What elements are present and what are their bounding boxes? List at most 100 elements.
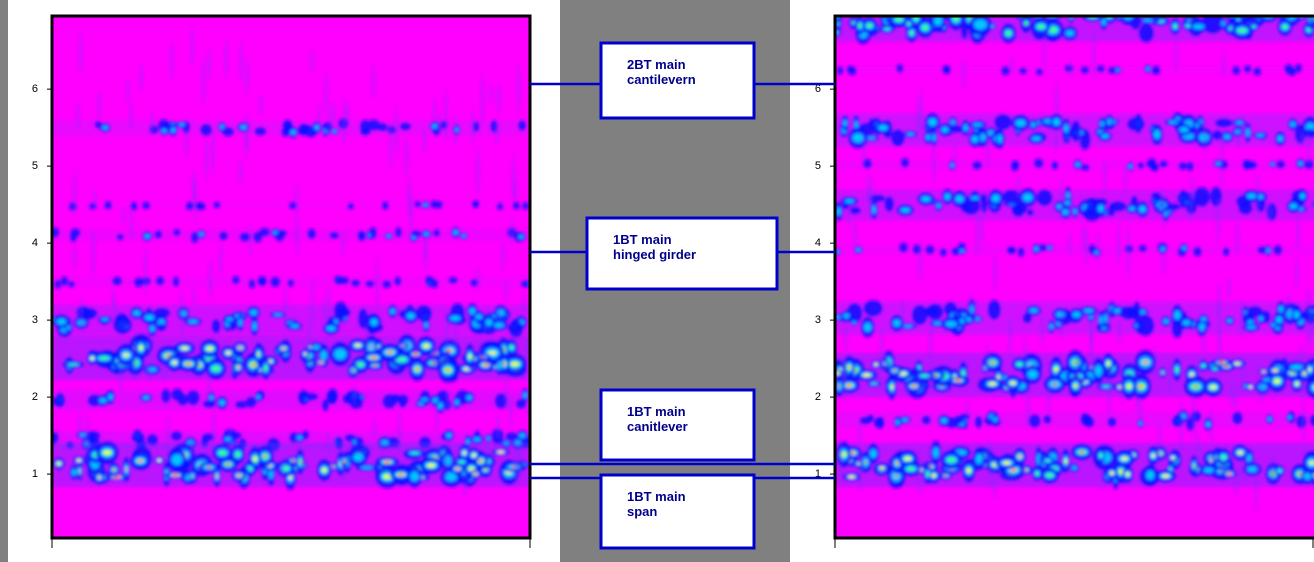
blob	[250, 310, 258, 315]
blob	[288, 279, 294, 286]
blob	[156, 277, 164, 285]
streak	[346, 103, 349, 126]
blob	[424, 322, 428, 328]
blob	[79, 470, 81, 472]
blob	[306, 127, 316, 137]
streak	[445, 310, 448, 359]
streak	[398, 411, 401, 455]
streak	[219, 244, 222, 277]
blob	[284, 122, 292, 133]
blob	[173, 474, 179, 476]
streak	[1060, 306, 1063, 338]
blob	[304, 352, 307, 355]
streak	[1239, 458, 1242, 483]
streak	[1180, 401, 1183, 450]
streak	[1068, 233, 1071, 255]
blob	[1201, 364, 1205, 367]
streak	[986, 343, 989, 385]
streak	[1302, 379, 1305, 403]
blob	[1139, 422, 1143, 425]
blob	[847, 384, 852, 386]
blob	[852, 133, 863, 142]
streak	[1139, 396, 1142, 419]
blob	[171, 431, 182, 440]
blob	[206, 466, 211, 468]
blob	[449, 277, 458, 283]
blob	[172, 361, 178, 364]
y-tick-label: 5	[32, 160, 38, 172]
blob	[72, 469, 77, 476]
blob	[199, 232, 204, 236]
streak	[1162, 250, 1165, 274]
blob	[235, 452, 241, 457]
blob	[1276, 316, 1283, 323]
blob	[1193, 24, 1205, 29]
streak	[351, 356, 354, 375]
y-tick-label: 3	[32, 314, 38, 326]
blob	[171, 127, 176, 132]
blob	[1194, 187, 1210, 207]
blob	[1221, 21, 1225, 26]
blob	[1224, 134, 1231, 139]
blob	[1084, 417, 1094, 427]
blob	[1294, 311, 1300, 318]
streak	[163, 357, 166, 383]
blob	[1139, 23, 1154, 42]
blob	[383, 281, 391, 289]
blob	[506, 432, 517, 440]
blob	[874, 363, 877, 366]
streak	[917, 98, 920, 146]
streak	[962, 60, 965, 89]
streak	[1260, 376, 1263, 404]
blob	[972, 161, 981, 169]
blob	[961, 22, 967, 39]
streak	[151, 110, 154, 137]
blob	[1295, 124, 1305, 143]
annotation-text: 1BT main	[627, 489, 686, 504]
streak	[1055, 132, 1058, 152]
blob	[1193, 386, 1199, 388]
blob	[319, 361, 322, 363]
streak	[920, 91, 923, 131]
blob	[1126, 473, 1130, 476]
blob	[1019, 68, 1027, 74]
streak	[194, 178, 197, 225]
streak	[77, 100, 80, 129]
blob	[509, 346, 514, 350]
blob	[1029, 414, 1040, 427]
blob	[864, 323, 872, 332]
streak	[1117, 223, 1120, 266]
blob	[308, 229, 316, 239]
blob	[1062, 209, 1068, 215]
blob	[112, 277, 122, 285]
blob	[1037, 24, 1045, 28]
blob	[904, 457, 911, 460]
streak	[1203, 120, 1206, 155]
streak	[1158, 422, 1161, 464]
blob	[907, 22, 911, 25]
streak	[435, 407, 438, 432]
y-tick-label: 1	[32, 468, 38, 480]
blob	[102, 126, 108, 130]
blob	[856, 248, 860, 251]
blob	[1072, 466, 1077, 470]
streak	[1302, 403, 1305, 445]
blob	[1234, 362, 1240, 365]
blob	[1162, 372, 1164, 374]
blob	[328, 389, 338, 404]
annotation-text: span	[627, 504, 657, 519]
blob	[370, 346, 374, 348]
blob	[1274, 380, 1280, 383]
blob	[867, 137, 876, 140]
streak	[929, 326, 932, 359]
streak	[1191, 176, 1194, 208]
blob	[522, 202, 529, 210]
streak	[1103, 160, 1106, 195]
blob	[351, 280, 360, 287]
blob	[1288, 415, 1292, 419]
streak	[353, 383, 356, 406]
blob	[113, 469, 116, 471]
blob	[1249, 385, 1252, 388]
blob	[1024, 21, 1029, 26]
blob	[1064, 459, 1067, 462]
